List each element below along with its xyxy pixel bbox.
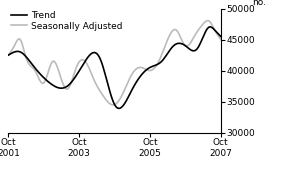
Trend [219, 35, 222, 37]
Trend [7, 54, 10, 56]
Seasonally Adjusted [207, 20, 211, 22]
Seasonally Adjusted [112, 104, 115, 106]
Trend [8, 53, 12, 55]
Seasonally Adjusted [8, 52, 12, 54]
Seasonally Adjusted [17, 38, 20, 40]
Seasonally Adjusted [206, 20, 209, 22]
Trend [131, 88, 134, 90]
Seasonally Adjusted [7, 54, 10, 56]
Line: Trend: Trend [8, 27, 221, 108]
Seasonally Adjusted [219, 38, 222, 40]
Line: Seasonally Adjusted: Seasonally Adjusted [8, 21, 221, 105]
Trend [206, 27, 209, 29]
Trend [169, 48, 172, 50]
Y-axis label: no.: no. [252, 0, 266, 7]
Trend [209, 26, 212, 28]
Seasonally Adjusted [169, 32, 172, 35]
Trend [117, 107, 121, 109]
Legend: Trend, Seasonally Adjusted: Trend, Seasonally Adjusted [10, 10, 123, 31]
Seasonally Adjusted [131, 73, 134, 75]
Trend [17, 50, 20, 53]
Trend [175, 43, 178, 45]
Seasonally Adjusted [175, 29, 178, 31]
